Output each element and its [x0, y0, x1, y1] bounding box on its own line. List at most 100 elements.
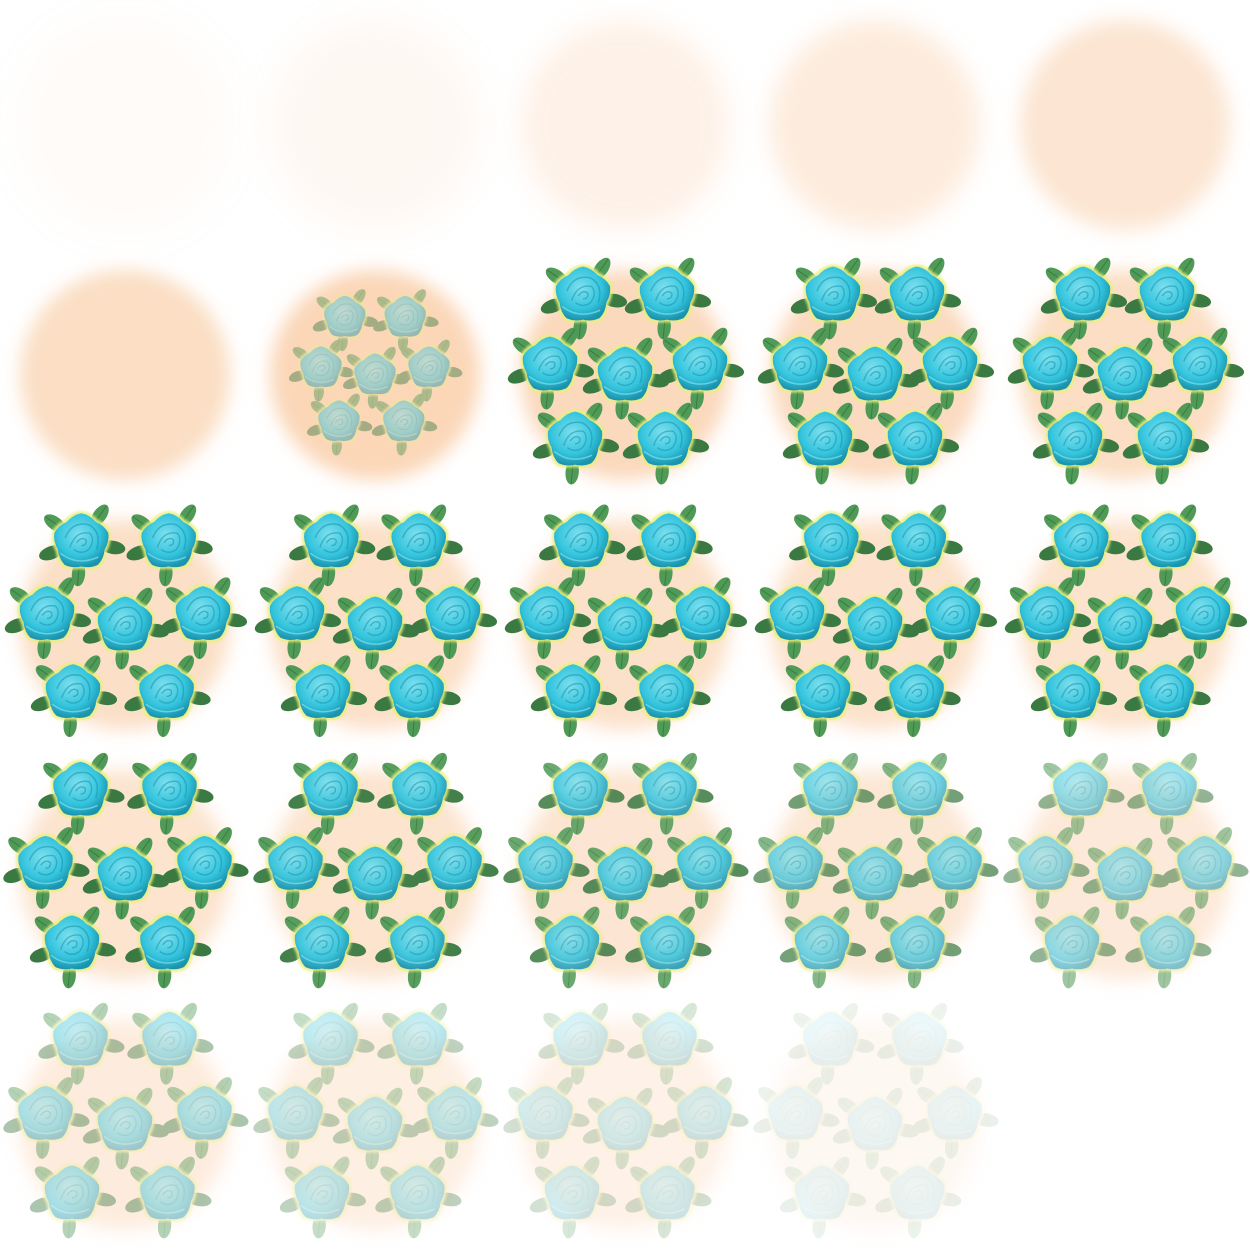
rose-bloom: [754, 577, 842, 660]
rose-bloom: [1160, 577, 1248, 660]
rose-bloom: [1038, 752, 1125, 835]
rose-bloom: [4, 577, 92, 660]
rose-bloom: [1124, 655, 1211, 738]
rose-bloom: [876, 504, 963, 587]
glow-orb: [770, 20, 980, 230]
rose-bloom: [875, 906, 962, 989]
sprite-frame: [20, 20, 230, 230]
rose-bloom: [280, 655, 368, 738]
rose-bloom: [788, 752, 875, 835]
rose-cluster: [753, 1002, 999, 1239]
rose-cluster: [757, 257, 995, 485]
rose-bloom: [912, 827, 999, 909]
rose-bloom: [29, 906, 117, 989]
rose-bloom: [1003, 827, 1090, 909]
rose-bloom: [160, 577, 248, 660]
rose-bloom: [412, 1077, 499, 1159]
rose-bloom: [82, 587, 170, 670]
glow-orb: [520, 20, 730, 230]
glow-orb: [1020, 20, 1230, 230]
rose-bloom: [371, 393, 438, 456]
sprite-frame: [1003, 752, 1249, 989]
rose-bloom: [127, 1002, 214, 1085]
rose-bloom: [312, 289, 379, 352]
rose-bloom: [1157, 327, 1245, 410]
rose-bloom: [779, 1156, 867, 1239]
rose-bloom: [1124, 257, 1212, 340]
sprite-frame: [1007, 257, 1245, 485]
sprite-frame: [770, 20, 980, 230]
rose-bloom: [874, 257, 962, 340]
rose-cluster: [3, 1002, 249, 1239]
rose-bloom: [753, 827, 840, 909]
rose-bloom: [877, 1002, 964, 1085]
rose-bloom: [832, 587, 920, 670]
rose-bloom: [627, 752, 714, 835]
rose-bloom: [373, 289, 439, 352]
sprite-frame: [520, 20, 730, 230]
sprite-frame: [1004, 504, 1248, 738]
rose-bloom: [1039, 504, 1126, 587]
rose-bloom: [343, 346, 409, 409]
rose-bloom: [662, 1077, 749, 1159]
rose-bloom: [662, 827, 749, 909]
rose-bloom: [1162, 827, 1249, 909]
rose-bloom: [627, 1002, 714, 1085]
rose-bloom: [832, 1087, 920, 1170]
rose-bloom: [530, 655, 618, 738]
rose-bloom: [126, 504, 213, 587]
glow-orb: [20, 270, 230, 480]
rose-bloom: [504, 577, 592, 660]
rose-bloom: [622, 402, 710, 485]
rose-cluster: [3, 752, 249, 989]
sprite-frame: [270, 270, 480, 480]
sprite-frame: [503, 752, 749, 989]
rose-bloom: [124, 655, 211, 738]
sprite-frame: [3, 752, 249, 989]
rose-bloom: [624, 655, 711, 738]
rose-cluster: [1007, 257, 1245, 485]
rose-bloom: [39, 504, 126, 587]
rose-bloom: [254, 577, 342, 660]
rose-bloom: [1125, 906, 1212, 989]
rose-bloom: [788, 1002, 875, 1085]
rose-bloom: [529, 906, 617, 989]
rose-bloom: [538, 1002, 625, 1085]
rose-bloom: [1082, 587, 1170, 670]
rose-bloom: [877, 752, 964, 835]
rose-bloom: [624, 257, 712, 340]
rose-bloom: [38, 752, 125, 835]
rose-cluster: [1003, 752, 1249, 989]
rose-bloom: [332, 837, 420, 920]
rose-cluster: [4, 504, 248, 738]
rose-cluster: [253, 752, 499, 989]
rose-bloom: [757, 327, 845, 410]
sprite-frame: [507, 257, 745, 485]
sprite-frame: [753, 1002, 999, 1239]
rose-bloom: [874, 655, 961, 738]
rose-bloom: [127, 752, 214, 835]
sprite-frame: [4, 504, 248, 738]
rose-bloom: [376, 504, 463, 587]
rose-cluster: [1004, 504, 1248, 738]
rose-bloom: [657, 327, 745, 410]
rose-bloom: [1122, 402, 1210, 485]
sprite-frame: [20, 270, 230, 480]
rose-bloom: [875, 1156, 962, 1239]
rose-bloom: [582, 337, 670, 420]
rose-bloom: [1126, 504, 1213, 587]
rose-cluster: [503, 1002, 749, 1239]
rose-bloom: [582, 1087, 670, 1170]
rose-bloom: [910, 577, 998, 660]
rose-bloom: [1082, 337, 1170, 420]
sprite-frame: [753, 752, 999, 989]
rose-bloom: [907, 327, 995, 410]
rose-bloom: [82, 1087, 170, 1170]
rose-bloom: [538, 752, 625, 835]
rose-bloom: [253, 1077, 340, 1159]
rose-bloom: [125, 906, 212, 989]
rose-bloom: [782, 402, 870, 485]
sprite-frame: [503, 1002, 749, 1239]
rose-bloom: [532, 402, 620, 485]
